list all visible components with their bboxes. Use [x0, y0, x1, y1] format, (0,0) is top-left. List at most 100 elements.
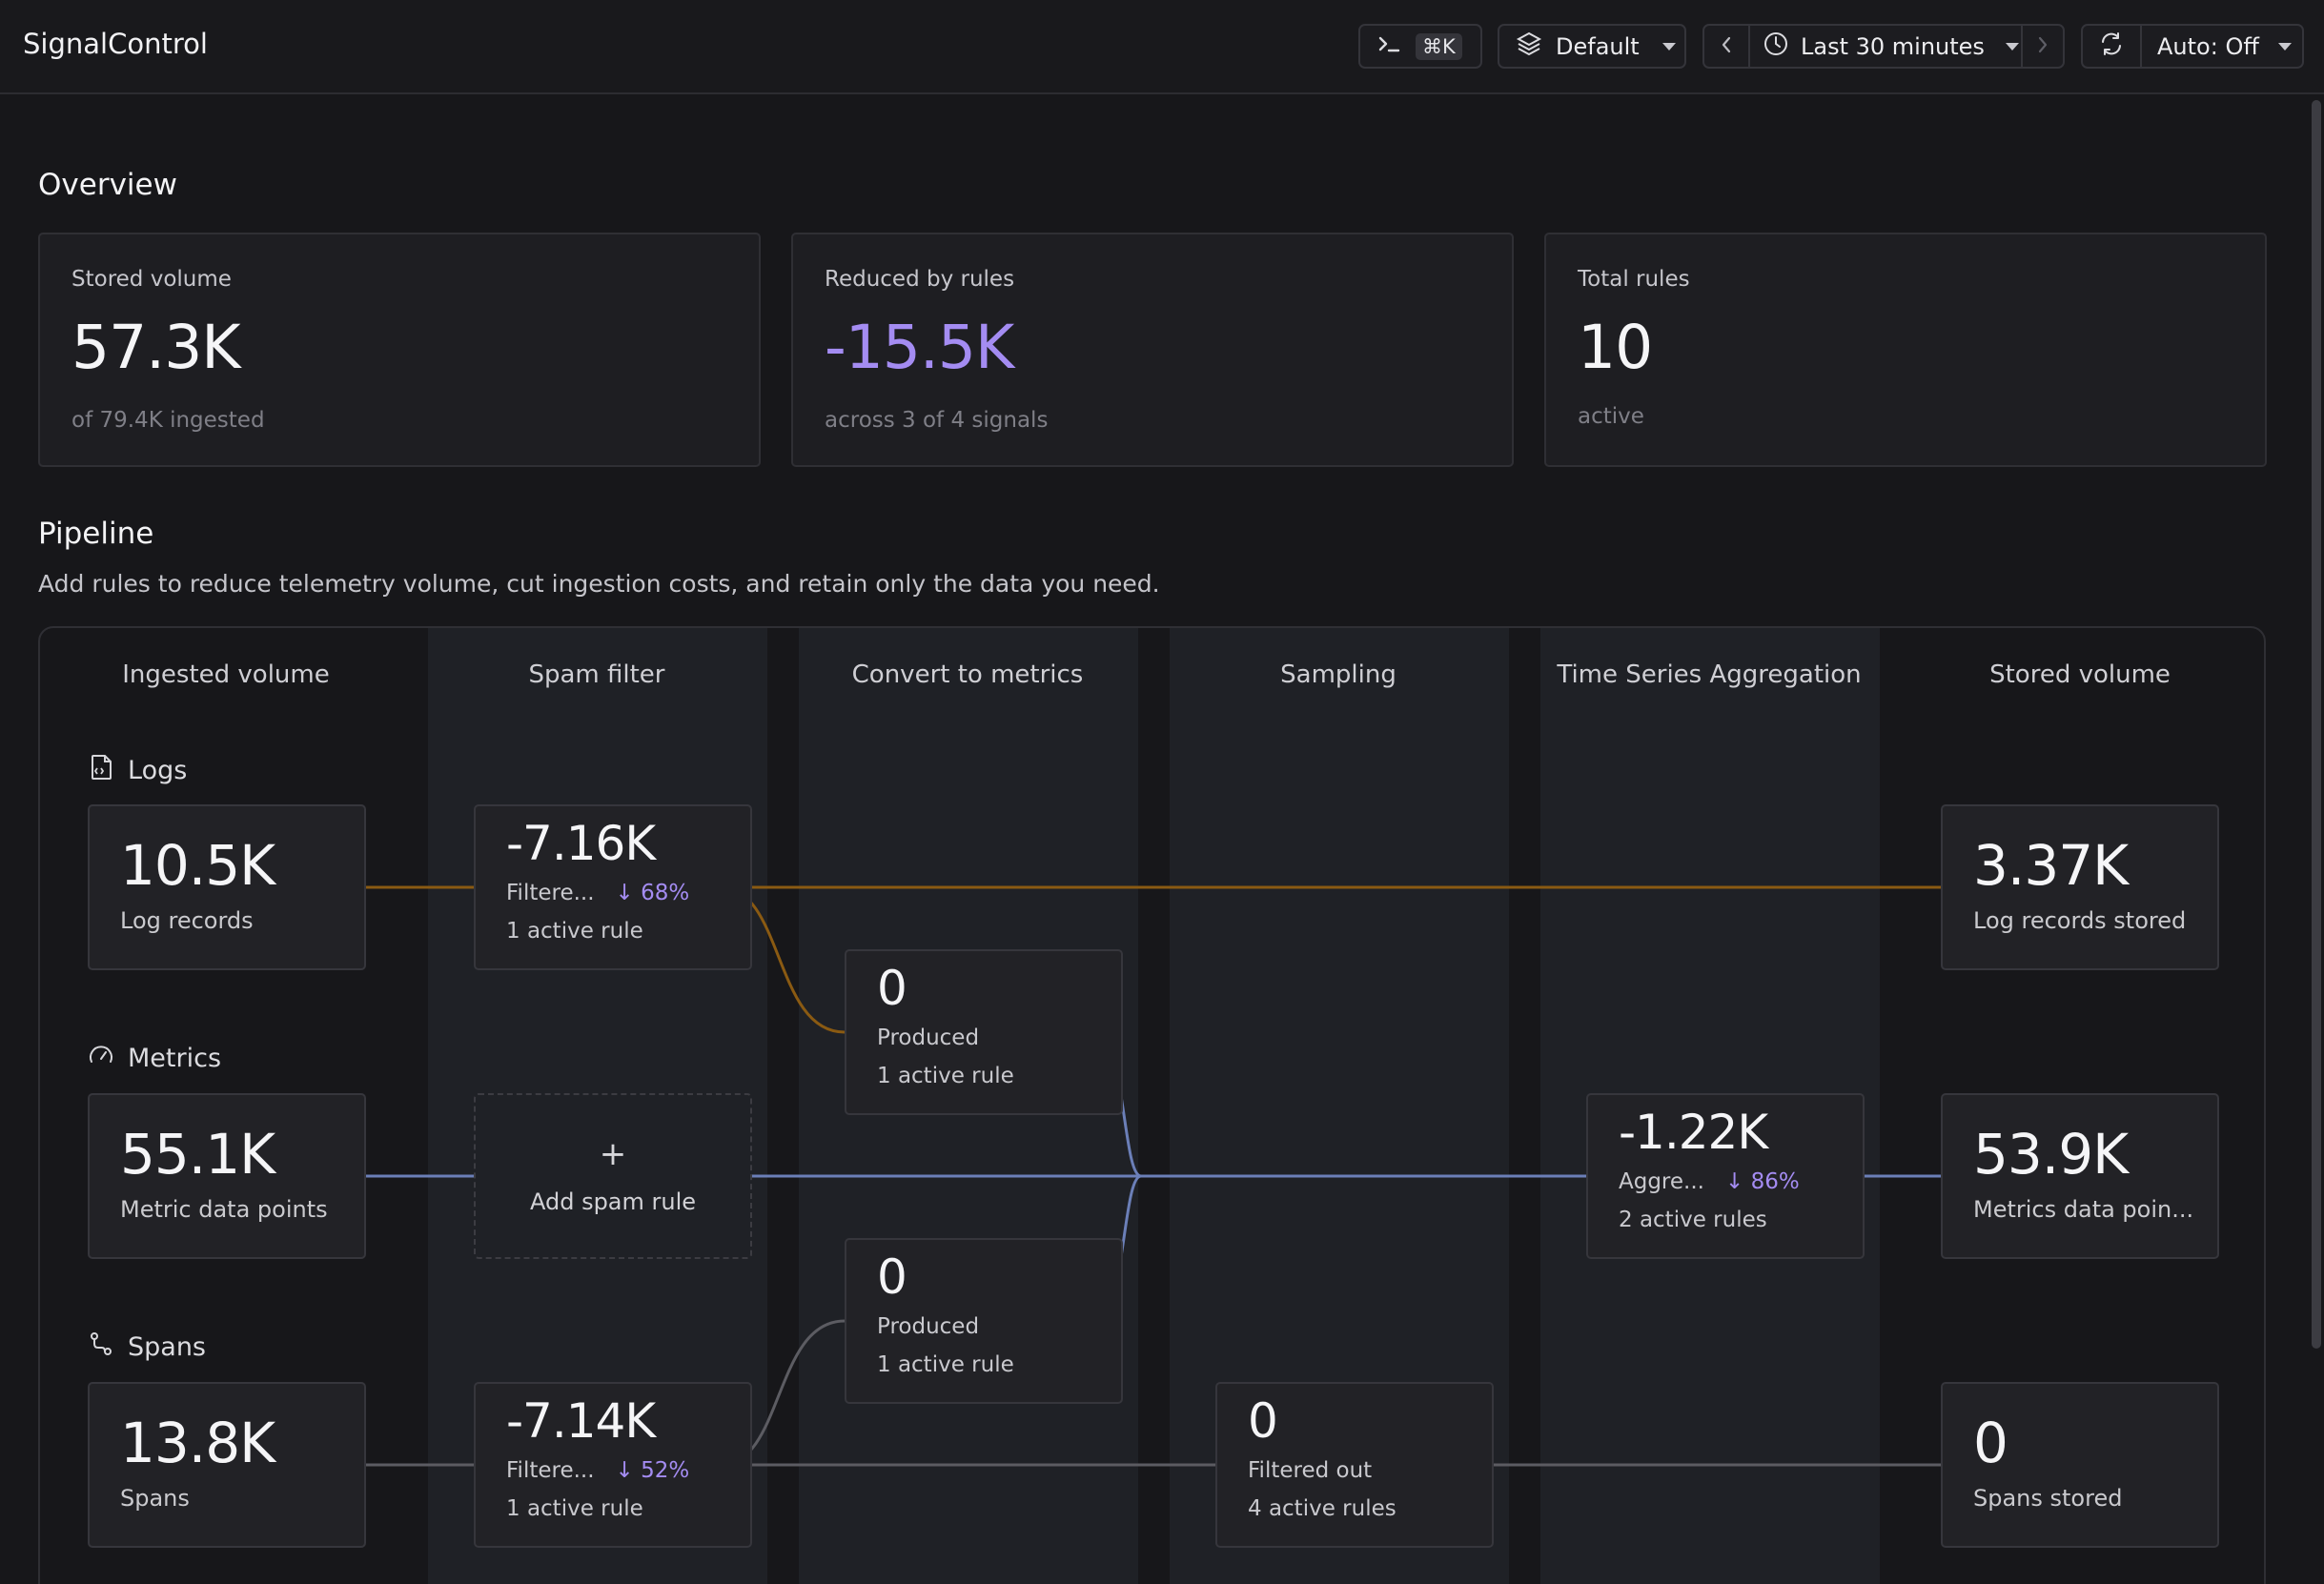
signal-name: Logs — [128, 756, 188, 785]
pct-value: 68% — [641, 881, 690, 905]
logs-spam-filter-node[interactable]: -7.16K Filtere... ↓ 68% 1 active rule — [474, 804, 752, 970]
pipeline-description: Add rules to reduce telemetry volume, cu… — [38, 570, 1160, 598]
node-value: 0 — [877, 961, 907, 1016]
add-spam-rule-label: Add spam rule — [529, 1188, 697, 1215]
app-title: SignalControl — [23, 28, 208, 60]
node-label-row: Filtere... ↓ 68% — [506, 881, 689, 905]
time-prev-button[interactable] — [1704, 26, 1748, 67]
node-rules: 1 active rule — [506, 919, 643, 944]
spans-spam-filter-node[interactable]: -7.14K Filtere... ↓ 52% 1 active rule — [474, 1382, 752, 1548]
node-label: Aggre... — [1619, 1169, 1704, 1194]
logs-stored-node[interactable]: 3.37K Log records stored — [1941, 804, 2219, 970]
node-label-row: Aggre... ↓ 86% — [1619, 1169, 1800, 1194]
metrics-signal-label: Metrics — [88, 1042, 221, 1075]
node-caption: Spans — [120, 1485, 190, 1512]
time-range-value: Last 30 minutes — [1801, 32, 1985, 60]
time-range-group: Last 30 minutes — [1702, 24, 2065, 69]
route-icon — [88, 1330, 128, 1364]
node-rules: 1 active rule — [877, 1352, 1014, 1377]
refresh-button[interactable] — [2083, 26, 2140, 67]
metrics-stored-node[interactable]: 53.9K Metrics data poin... — [1941, 1093, 2219, 1259]
time-range-select[interactable]: Last 30 minutes — [1748, 26, 2021, 67]
log-file-icon — [88, 753, 128, 788]
node-rules: 4 active rules — [1248, 1496, 1396, 1521]
node-rules: 1 active rule — [877, 1064, 1014, 1088]
top-bar: SignalControl ⌘K Default — [0, 0, 2324, 94]
node-value: -1.22K — [1619, 1105, 1768, 1160]
node-caption: Metrics data poin... — [1973, 1196, 2194, 1223]
metrics-aggregation-node[interactable]: -1.22K Aggre... ↓ 86% 2 active rules — [1586, 1093, 1865, 1259]
node-value: 10.5K — [120, 833, 275, 898]
time-next-button[interactable] — [2021, 26, 2063, 67]
chevron-down-icon — [2277, 42, 2292, 51]
add-spam-rule-button[interactable]: + Add spam rule — [474, 1093, 752, 1259]
view-select[interactable]: Default — [1498, 24, 1686, 69]
logs-to-metrics-node[interactable]: 0 Produced 1 active rule — [845, 949, 1123, 1115]
card-value: 57.3K — [71, 313, 241, 382]
node-caption: Spans stored — [1973, 1485, 2123, 1512]
node-value: 0 — [1248, 1393, 1278, 1449]
spans-to-metrics-node[interactable]: 0 Produced 1 active rule — [845, 1238, 1123, 1404]
pct-value: 52% — [641, 1458, 690, 1483]
spans-stored-node[interactable]: 0 Spans stored — [1941, 1382, 2219, 1548]
node-rules: 1 active rule — [506, 1496, 643, 1521]
refresh-icon — [2098, 30, 2125, 63]
node-label: Produced — [877, 1026, 980, 1050]
node-caption: Metric data points — [120, 1196, 328, 1223]
node-label: Filtere... — [506, 881, 595, 905]
shortcut-badge: ⌘K — [1416, 32, 1462, 60]
card-label: Stored volume — [71, 267, 232, 292]
gauge-icon — [88, 1042, 128, 1075]
node-value: -7.16K — [506, 816, 656, 871]
node-value: 13.8K — [120, 1411, 275, 1475]
chevron-left-icon — [1720, 33, 1733, 60]
card-subtext: across 3 of 4 signals — [825, 408, 1049, 433]
spans-signal-label: Spans — [88, 1330, 206, 1364]
card-value: 10 — [1578, 313, 1653, 382]
layers-icon — [1516, 30, 1542, 63]
node-value: -7.14K — [506, 1393, 656, 1449]
node-caption: Log records stored — [1973, 907, 2187, 934]
command-palette-button[interactable]: ⌘K — [1358, 24, 1482, 69]
card-label: Total rules — [1578, 267, 1690, 292]
node-label-row: Filtere... ↓ 52% — [506, 1458, 689, 1483]
node-value: 53.9K — [1973, 1122, 2129, 1187]
reduced-by-rules-card: Reduced by rules -15.5K across 3 of 4 si… — [791, 233, 1514, 467]
pipeline-board: Ingested volume Spam filter Convert to m… — [38, 626, 2266, 1584]
auto-refresh-select[interactable]: Auto: Off — [2140, 26, 2302, 67]
card-value: -15.5K — [825, 313, 1014, 382]
column-header: Spam filter — [528, 660, 665, 689]
node-value: 55.1K — [120, 1122, 275, 1187]
chevron-down-icon — [2005, 42, 2019, 51]
metrics-ingested-node[interactable]: 55.1K Metric data points — [88, 1093, 366, 1259]
logs-signal-label: Logs — [88, 753, 187, 788]
node-label: Filtered out — [1248, 1458, 1373, 1483]
clock-icon — [1763, 30, 1789, 63]
column-header: Time Series Aggregation — [1557, 660, 1862, 689]
card-subtext: active — [1578, 404, 1644, 429]
reduction-pct: ↓ 52% — [616, 1458, 690, 1483]
spans-ingested-node[interactable]: 13.8K Spans — [88, 1382, 366, 1548]
auto-refresh-value: Auto: Off — [2157, 32, 2259, 60]
plus-icon: + — [599, 1135, 627, 1173]
node-caption: Log records — [120, 907, 254, 934]
chevron-right-icon — [2036, 33, 2049, 60]
pct-value: 86% — [1750, 1169, 1800, 1194]
column-header: Stored volume — [1989, 660, 2171, 689]
column-header: Sampling — [1280, 660, 1396, 689]
column-header: Ingested volume — [122, 660, 330, 689]
pipeline-title: Pipeline — [38, 517, 154, 551]
terminal-icon — [1377, 33, 1402, 60]
node-value: 0 — [877, 1249, 907, 1305]
total-rules-card: Total rules 10 active — [1544, 233, 2267, 467]
card-label: Reduced by rules — [825, 267, 1015, 292]
signal-name: Metrics — [128, 1044, 222, 1073]
chevron-down-icon — [1661, 42, 1676, 51]
spans-sampling-node[interactable]: 0 Filtered out 4 active rules — [1215, 1382, 1494, 1548]
arrow-down-icon: ↓ — [615, 881, 634, 905]
scrollbar-thumb[interactable] — [2312, 100, 2321, 1349]
reduction-pct: ↓ 68% — [616, 881, 690, 905]
logs-ingested-node[interactable]: 10.5K Log records — [88, 804, 366, 970]
overview-title: Overview — [38, 168, 177, 202]
